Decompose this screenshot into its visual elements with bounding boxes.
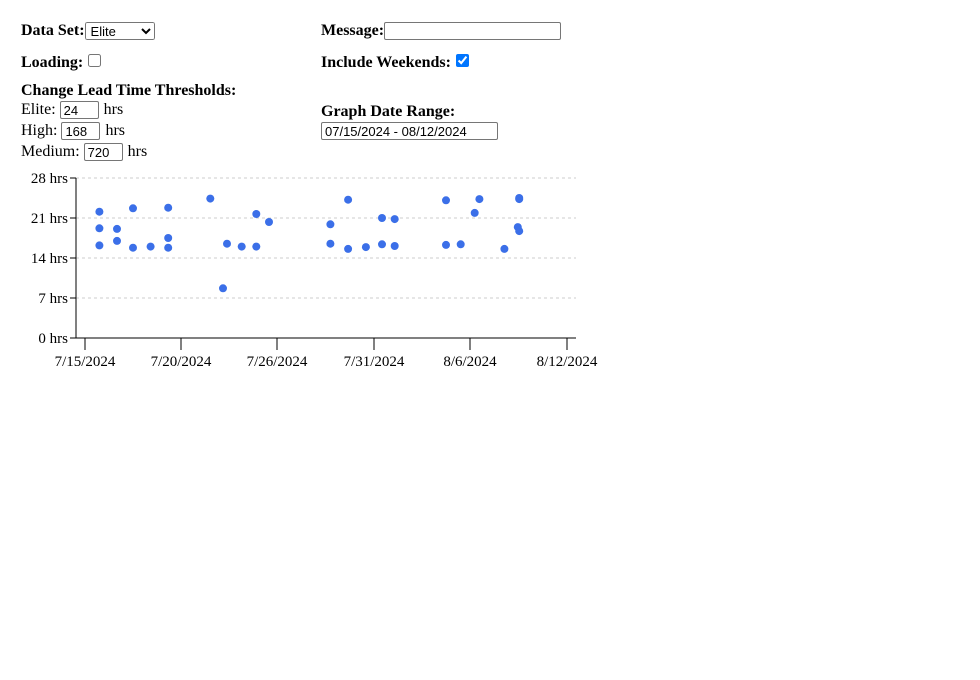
data-point xyxy=(113,236,121,245)
chart-gridlines xyxy=(76,177,576,299)
chart-axes: 0 hrs 7 hrs 14 hrs 21 hrs 28 hrs 7/15/2024 7/2… xyxy=(31,171,598,370)
y-tick-label: 14 hrs xyxy=(31,251,68,267)
x-tick-label: 7/31/2024 xyxy=(344,354,405,370)
data-point xyxy=(378,240,386,249)
threshold-medium-label: Medium: xyxy=(21,143,80,160)
data-point xyxy=(252,242,261,251)
data-point xyxy=(515,227,524,236)
data-point xyxy=(95,241,104,250)
data-point xyxy=(164,234,173,242)
data-point xyxy=(326,239,335,248)
data-point xyxy=(442,196,450,205)
message-label: Message: xyxy=(321,22,385,39)
data-point xyxy=(265,218,273,226)
data-point xyxy=(164,243,173,252)
threshold-high-label: High: xyxy=(21,122,58,139)
data-point xyxy=(442,240,450,249)
x-tick-label: 7/15/2024 xyxy=(55,354,116,370)
data-point xyxy=(223,239,231,248)
data-point xyxy=(500,244,509,253)
thresholds-heading: Change Lead Time Thresholds: xyxy=(21,82,237,99)
data-set-label: Data Set: xyxy=(21,22,85,39)
data-point xyxy=(515,194,524,202)
include-weekends-control: Include Weekends: xyxy=(321,53,469,72)
data-point xyxy=(475,195,484,204)
threshold-high-input[interactable] xyxy=(61,122,101,140)
y-tick-label: 0 hrs xyxy=(38,331,68,347)
threshold-high: High: hrs xyxy=(21,122,125,140)
threshold-medium-input[interactable] xyxy=(83,143,123,161)
threshold-high-unit: hrs xyxy=(105,122,126,139)
x-tick-label: 8/12/2024 xyxy=(537,354,598,370)
data-point xyxy=(129,204,137,213)
threshold-elite-label: Elite: xyxy=(21,101,56,118)
threshold-elite-input[interactable] xyxy=(59,101,99,119)
threshold-medium: Medium: hrs xyxy=(21,143,147,161)
data-point xyxy=(456,240,465,249)
y-tick-label: 7 hrs xyxy=(38,291,68,307)
threshold-elite-unit: hrs xyxy=(103,101,124,118)
message-input[interactable] xyxy=(384,22,562,40)
data-point xyxy=(361,243,370,252)
x-tick-label: 8/6/2024 xyxy=(443,354,497,370)
data-point xyxy=(344,195,353,204)
include-weekends-label: Include Weekends: xyxy=(321,54,451,71)
data-point xyxy=(326,220,335,229)
x-tick-label: 7/20/2024 xyxy=(151,354,212,370)
data-point xyxy=(129,243,137,252)
data-point xyxy=(113,224,121,233)
chart-points xyxy=(95,194,524,293)
data-set-select[interactable]: Elite xyxy=(84,22,155,40)
data-point xyxy=(95,224,104,233)
data-point xyxy=(237,242,246,251)
data-set-control: Data Set: Elite xyxy=(21,22,155,40)
y-tick-label: 28 hrs xyxy=(31,171,68,187)
graph-date-range-label: Graph Date Range: xyxy=(321,103,456,120)
loading-control: Loading: xyxy=(21,53,102,72)
data-point xyxy=(378,214,386,222)
data-point xyxy=(206,194,215,203)
threshold-medium-unit: hrs xyxy=(127,143,148,160)
loading-label: Loading: xyxy=(21,54,84,71)
data-point xyxy=(95,207,104,216)
data-point xyxy=(146,242,155,251)
data-point xyxy=(344,244,353,253)
lead-time-scatter-chart: 0 hrs 7 hrs 14 hrs 21 hrs 28 hrs 7/15/2024 7/2… xyxy=(31,171,598,370)
data-point xyxy=(390,215,399,224)
message-control: Message: xyxy=(321,22,562,40)
data-point xyxy=(390,242,399,250)
graph-date-range-input[interactable] xyxy=(321,122,498,140)
data-point xyxy=(164,203,173,212)
data-point xyxy=(252,210,261,218)
include-weekends-checkbox[interactable] xyxy=(455,53,469,67)
x-tick-label: 7/26/2024 xyxy=(247,354,308,370)
loading-checkbox[interactable] xyxy=(88,53,102,67)
threshold-elite: Elite: hrs xyxy=(21,101,123,119)
data-point xyxy=(219,284,227,293)
y-tick-label: 21 hrs xyxy=(31,211,68,227)
data-point xyxy=(470,208,479,217)
